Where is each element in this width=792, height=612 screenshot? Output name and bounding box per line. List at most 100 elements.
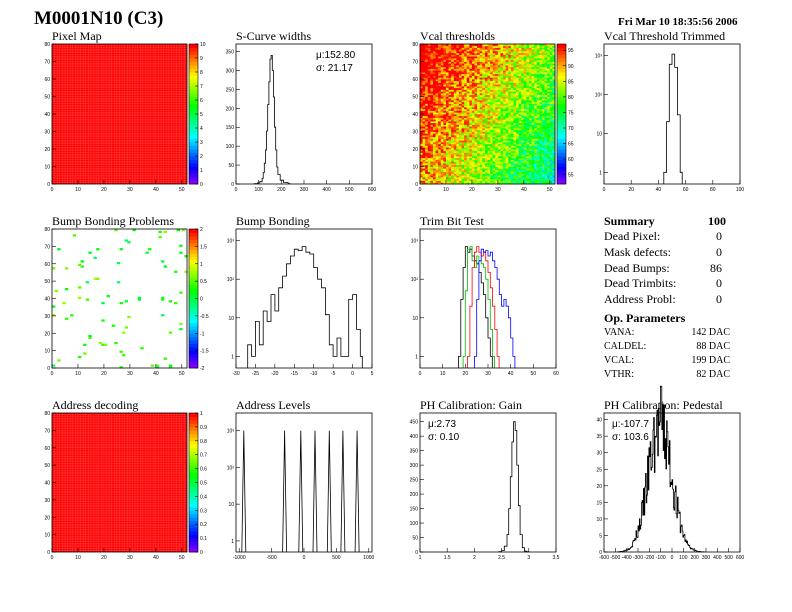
vcal-thresholds-cell (542, 56, 546, 59)
vcal-thresholds-cell (430, 122, 434, 125)
vcal-thresholds-cell (490, 80, 494, 83)
vcal-thresholds-cell (422, 47, 426, 50)
vcal-thresholds-cell (505, 161, 509, 164)
vcal-thresholds-cell (466, 75, 470, 78)
vcal-thresholds-cell (495, 98, 499, 101)
vcal-thresholds-cell (510, 178, 514, 181)
vcal-thresholds-cell (549, 93, 553, 96)
address-decoding-x-tick-label: 20 (101, 555, 107, 561)
vcal-thresholds-cell (513, 152, 517, 155)
vcal-thresholds-cell (479, 77, 483, 80)
vcal-thresholds-cell (547, 79, 551, 82)
vcal-thresholds-cell (510, 170, 514, 173)
vcal-thresholds-cell (469, 103, 473, 106)
vcal-thresholds-cell (435, 154, 439, 157)
vcal-thresholds-cell (474, 173, 478, 176)
vcal-thresholds-cell (544, 119, 548, 122)
vcal-thresholds-cell (536, 58, 540, 61)
vcal-thresholds-cell (451, 105, 455, 108)
vcal-thresholds-cell (432, 70, 436, 73)
vcal-thresholds-cell (544, 121, 548, 124)
vcal-thresholds-cell (430, 75, 434, 78)
vcal-thresholds-cell (451, 107, 455, 110)
vcal-thresholds-cell (420, 152, 423, 155)
vcal-thresholds-cell (477, 173, 481, 176)
vcal-thresholds-cell (451, 101, 455, 104)
vcal-thresholds-cell (549, 110, 553, 113)
vcal-thresholds-palette-tick-label: 70 (568, 126, 574, 132)
vcal-thresholds-cell (500, 93, 504, 96)
vcal-thresholds-cell (508, 177, 512, 180)
vcal-thresholds-cell (430, 166, 434, 169)
vcal-thresholds-cell (497, 108, 501, 111)
vcal-thresholds-cell (453, 94, 457, 97)
vcal-thresholds-cell (422, 177, 426, 180)
pixel-map-palette-tick-label: 8 (200, 70, 203, 76)
vcal-thresholds-cell (445, 61, 449, 64)
vcal-thresholds-cell (495, 131, 499, 134)
vcal-thresholds-cell (544, 131, 548, 134)
vcal-thresholds-cell (497, 152, 501, 155)
pixel-map-palette-tick-label: 5 (200, 112, 203, 118)
vcal-thresholds-cell (466, 54, 470, 57)
vcal-thresholds-cell (516, 131, 520, 134)
vcal-thresholds-cell (438, 101, 442, 104)
vcal-thresholds-cell (456, 177, 460, 180)
vcal-thresholds-cell (542, 140, 546, 143)
vcal-thresholds-cell (422, 75, 426, 78)
vcal-thresholds-cell (518, 166, 522, 169)
vcal-thresholds-cell (534, 70, 538, 73)
vcal-thresholds-cell (542, 98, 546, 101)
pixel-map-palette-band (189, 75, 198, 80)
address-decoding-palette-band (189, 492, 198, 497)
vcal-thresholds-cell (547, 58, 551, 61)
vcal-thresholds-cell (492, 168, 496, 171)
vcal-thresholds-cell (474, 98, 478, 101)
vcal-thresholds-cell (448, 52, 452, 55)
vcal-thresholds-cell (503, 115, 507, 118)
vcal-thresholds-cell (497, 140, 501, 143)
vcal-thresholds-cell (547, 77, 551, 80)
bump-bonding-problems-cell (114, 341, 118, 345)
vcal-thresholds-cell (448, 145, 452, 148)
vcal-thresholds-cell (534, 171, 538, 174)
pixel-map-palette-band (189, 44, 198, 48)
vcal-thresholds-cell (420, 91, 423, 94)
vcal-thresholds-cell (451, 150, 455, 153)
vcal-thresholds-cell (471, 170, 475, 173)
vcal-thresholds-cell (539, 72, 543, 75)
vcal-thresholds-cell (461, 101, 465, 104)
vcal-thresholds-cell (458, 140, 462, 143)
vcal-thresholds-cell (456, 93, 460, 96)
vcal-thresholds-cell (427, 79, 431, 82)
vcal-thresholds-cell (425, 163, 429, 166)
bump-bonding-problems-cell (88, 336, 92, 339)
vcal-thresholds-cell (503, 91, 507, 94)
bump-bonding-problems-cell (101, 319, 105, 322)
vcal-thresholds-cell (531, 133, 535, 136)
vcal-thresholds-cell (518, 161, 522, 164)
bump-bonding-problems-palette-tick-label: 0 (200, 297, 203, 303)
bump-bonding-problems-cell (174, 270, 178, 273)
vcal-thresholds-cell (521, 121, 525, 124)
vcal-thresholds-cell (487, 68, 491, 71)
vcal-thresholds-cell (505, 126, 509, 129)
vcal-thresholds-cell (430, 98, 434, 101)
vcal-thresholds-cell (508, 87, 512, 90)
vcal-thresholds-cell (448, 72, 452, 75)
vcal-thresholds-cell (510, 177, 514, 180)
vcal-thresholds-cell (430, 177, 434, 180)
vcal-thresholds-cell (549, 54, 553, 57)
vcal-thresholds-cell (529, 175, 533, 178)
vcal-thresholds-cell (526, 54, 530, 57)
vcal-thresholds-cell (453, 103, 457, 106)
vcal-thresholds-cell (497, 79, 501, 82)
vcal-thresholds-cell (529, 171, 533, 174)
vcal-thresholds-cell (427, 110, 431, 113)
vcal-thresholds-cell (469, 152, 473, 155)
vcal-thresholds-cell (518, 121, 522, 124)
vcal-thresholds-cell (482, 175, 486, 178)
vcal-thresholds-cell (523, 61, 527, 64)
vcal-thresholds-cell (503, 133, 507, 136)
